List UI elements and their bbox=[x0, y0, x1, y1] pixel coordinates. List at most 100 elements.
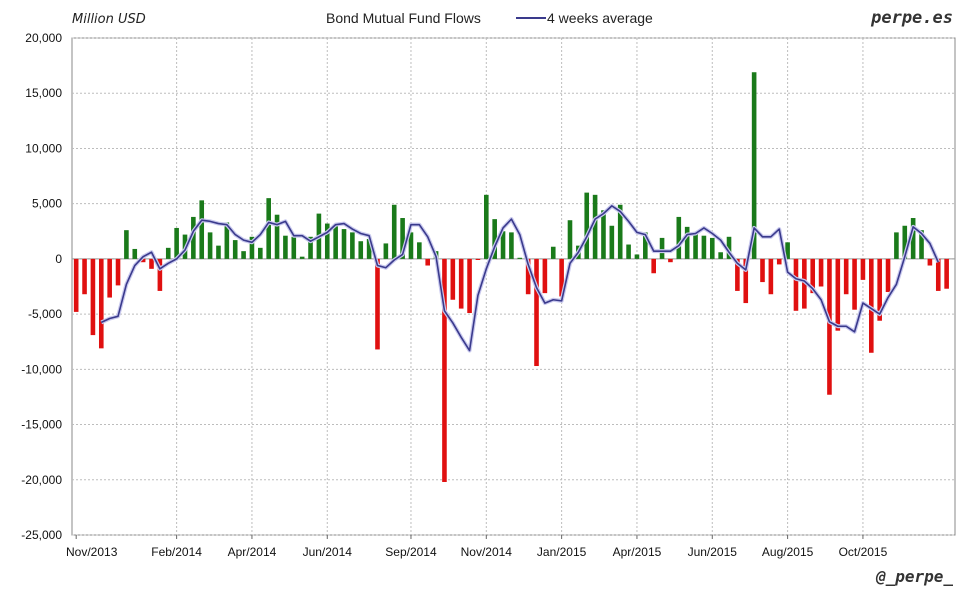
outflow-bar bbox=[743, 258, 749, 304]
inflow-bar bbox=[383, 243, 389, 259]
outflow-bar bbox=[810, 258, 816, 294]
y-tick-label: -10,000 bbox=[21, 362, 62, 376]
outflow-bar bbox=[944, 258, 949, 289]
author-handle: @_perpe_ bbox=[875, 567, 953, 586]
outflow-bar bbox=[98, 258, 104, 349]
inflow-bar bbox=[207, 232, 213, 259]
inflow-bar bbox=[919, 230, 924, 259]
outflow-bar bbox=[559, 258, 564, 297]
inflow-bar bbox=[634, 254, 640, 259]
y-tick-label: 0 bbox=[55, 252, 62, 266]
inflow-bar bbox=[693, 232, 698, 259]
inflow-bar bbox=[358, 241, 364, 259]
outflow-bar bbox=[115, 258, 121, 286]
inflow-bar bbox=[124, 230, 129, 259]
inflow-bar bbox=[500, 231, 506, 259]
x-tick-label: Aug/2015 bbox=[762, 545, 814, 559]
outflow-bar bbox=[467, 258, 472, 314]
inflow-bar bbox=[626, 244, 631, 259]
outflow-bar bbox=[852, 258, 857, 310]
average-line bbox=[100, 205, 939, 352]
outflow-bar bbox=[425, 258, 431, 266]
outflow-bar bbox=[735, 258, 740, 291]
x-tick-label: Apr/2014 bbox=[228, 545, 277, 559]
inflow-bar bbox=[333, 225, 338, 259]
outflow-bar bbox=[877, 258, 882, 321]
outflow-bar bbox=[107, 258, 112, 298]
brand-label: perpe.es bbox=[870, 8, 953, 28]
y-tick-label: 5,000 bbox=[32, 197, 62, 211]
inflow-bar bbox=[701, 235, 707, 259]
outflow-bar bbox=[843, 258, 849, 295]
inflow-bar bbox=[232, 240, 238, 259]
x-tick-label: Nov/2014 bbox=[461, 545, 513, 559]
inflow-bar bbox=[509, 232, 514, 259]
inflow-bar bbox=[584, 192, 590, 259]
outflow-bar bbox=[534, 258, 539, 367]
inflow-bar bbox=[366, 239, 372, 259]
inflow-bar bbox=[216, 245, 221, 259]
outflow-bar bbox=[157, 258, 163, 291]
inflow-bar bbox=[726, 236, 732, 259]
outflow-bar bbox=[776, 258, 782, 265]
y-tick-label: -5,000 bbox=[28, 307, 62, 321]
outflow-bar bbox=[768, 258, 774, 295]
inflow-bar bbox=[902, 225, 908, 259]
inflow-bar bbox=[659, 237, 665, 259]
inflow-bar bbox=[274, 214, 280, 259]
inflow-bar bbox=[643, 232, 648, 259]
chart-title: Bond Mutual Fund Flows bbox=[326, 10, 481, 26]
outflow-bar bbox=[458, 258, 464, 309]
outflow-bar bbox=[860, 258, 866, 280]
inflow-bar bbox=[258, 247, 263, 259]
inflow-bar bbox=[350, 232, 355, 259]
inflow-bar bbox=[283, 235, 288, 259]
inflow-bar bbox=[132, 248, 138, 259]
legend-entry-label: 4 weeks average bbox=[547, 10, 653, 26]
x-tick-label: Apr/2015 bbox=[613, 545, 662, 559]
inflow-bar bbox=[241, 251, 246, 259]
outflow-bar bbox=[651, 258, 656, 274]
inflow-bar bbox=[191, 216, 196, 259]
outflow-bar bbox=[885, 258, 891, 293]
outflow-bar bbox=[668, 258, 673, 263]
outflow-bar bbox=[149, 258, 154, 269]
inflow-bar bbox=[718, 252, 723, 259]
outflow-bar bbox=[82, 258, 87, 295]
outflow-bar bbox=[935, 258, 941, 291]
outflow-bar bbox=[869, 258, 874, 353]
outflow-bar bbox=[475, 258, 481, 260]
outflow-bar bbox=[542, 258, 548, 294]
inflow-bar bbox=[910, 218, 916, 259]
x-tick-label: Nov/2013 bbox=[66, 545, 118, 559]
inflow-bar bbox=[684, 226, 690, 259]
y-tick-label: 15,000 bbox=[25, 86, 62, 100]
inflow-bar bbox=[291, 236, 297, 259]
inflow-bar bbox=[785, 242, 790, 259]
x-tick-label: Jun/2014 bbox=[303, 545, 353, 559]
inflow-bar bbox=[224, 222, 230, 259]
inflow-bar bbox=[165, 247, 171, 259]
inflow-bar bbox=[341, 229, 347, 259]
outflow-bar bbox=[90, 258, 96, 336]
inflow-bar bbox=[601, 210, 606, 259]
y-tick-label: 20,000 bbox=[25, 31, 62, 45]
inflow-bar bbox=[550, 246, 556, 259]
inflow-bar bbox=[266, 198, 271, 259]
x-tick-label: Oct/2015 bbox=[839, 545, 888, 559]
x-tick-label: Feb/2014 bbox=[151, 545, 202, 559]
inflow-bar bbox=[609, 225, 615, 259]
x-tick-label: Jun/2015 bbox=[688, 545, 738, 559]
outflow-bar bbox=[802, 258, 807, 309]
unit-label: Million USD bbox=[72, 12, 146, 27]
inflow-bar bbox=[299, 256, 305, 259]
outflow-bar bbox=[73, 258, 79, 312]
y-tick-label: 10,000 bbox=[25, 141, 62, 155]
inflow-bar bbox=[567, 220, 573, 259]
inflow-bar bbox=[400, 218, 405, 259]
inflow-bar bbox=[676, 216, 682, 259]
outflow-bar bbox=[525, 258, 531, 295]
y-tick-label: -15,000 bbox=[21, 418, 62, 432]
y-tick-label: -20,000 bbox=[21, 473, 62, 487]
